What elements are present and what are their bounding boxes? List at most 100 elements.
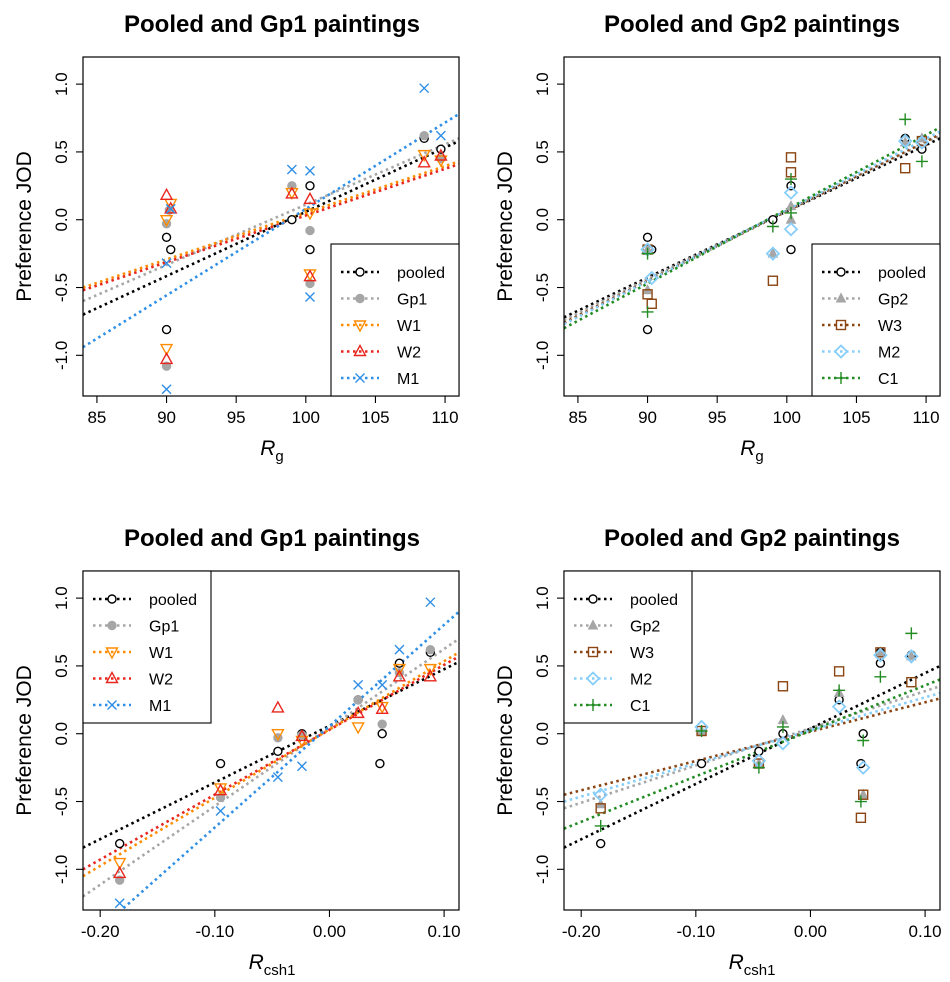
data-point-pooled [273,746,283,757]
legend-marker [835,372,847,384]
legend-item-M2: M2 [822,344,900,362]
data-point-M1 [215,806,226,817]
x-tick-label: 85 [87,408,106,427]
y-tick-label: 0.0 [533,722,552,746]
data-point-W2 [392,669,407,682]
data-point-C1 [784,173,797,186]
data-point-M2 [775,735,791,751]
data-point-M1 [296,761,307,772]
y-tick-label: 0.0 [52,208,71,232]
data-point-pooled [875,658,886,668]
legend-box [563,570,693,724]
legend-item-W3: W3 [822,318,902,335]
data-point-W2 [434,148,448,161]
legend-label: C1 [878,371,899,388]
legend-marker [353,320,367,333]
data-point-W2 [159,351,174,365]
legend: pooled Gp1 W1 W2 M1 [82,570,212,724]
data-point-W1 [159,343,174,356]
data-point-C1 [915,155,928,168]
x-tick-label: 0.10 [428,922,461,941]
data-point-pooled [215,758,226,769]
legend-item-M1: M1 [93,698,171,715]
data-point-pooled [305,244,315,255]
legend-label: W2 [149,672,173,689]
data-point-W3 [855,812,867,823]
data-point-M1 [353,679,364,690]
data-point-Gp1 [114,875,125,885]
x-tick-label: 0.10 [909,922,942,941]
data-point-M2 [783,221,799,237]
data-point-C1 [854,795,867,808]
y-tick-label: 0.5 [52,140,71,164]
data-point-M1 [304,292,315,303]
data-point-pooled [287,215,297,225]
legend-label: W1 [149,645,173,662]
legend: pooled Gp1 W1 W2 M1 [330,243,460,397]
data-point-Gp2 [857,788,869,799]
y-tick-label: 0.5 [533,654,552,678]
data-point-M1 [161,258,172,269]
legend-box [82,570,212,724]
x-tick-label: -0.20 [81,922,120,941]
data-point-C1 [641,247,654,260]
legend-item-M2: M2 [574,671,652,689]
data-point-W2 [303,269,317,282]
chart-title: Pooled and Gp2 paintings [604,525,900,552]
x-axis-label-subscript: g [755,448,763,465]
data-point-W1 [112,857,127,870]
x-tick-label: 90 [638,408,657,427]
data-point-W3 [906,676,917,688]
series-M1 [114,597,436,909]
data-point-pooled [161,324,172,335]
fit-line-M2 [564,130,940,326]
data-point-pooled [377,729,387,739]
legend-label: Gp1 [397,292,427,309]
data-point-M1 [377,679,388,690]
legend-label: Gp1 [149,619,179,636]
legend-marker [833,344,849,359]
data-point-Gp1 [419,130,429,141]
legend-label: pooled [878,265,926,282]
data-point-C1 [874,670,887,683]
legend-item-W1: W1 [341,318,421,335]
x-axis-label: Rcsh1 [249,951,296,979]
legend-item-W2: W2 [93,671,173,689]
data-point-W1 [271,729,285,742]
chart-panel-1: Pooled and Gp1 paintings 85 90 95 100 105 110 -… [13,11,460,465]
legend-marker [585,671,601,686]
legend-marker [835,319,847,331]
y-tick-label: -0.5 [533,787,552,816]
data-point-W3 [777,681,789,692]
data-point-pooled [161,232,172,243]
fit-lines [564,126,940,330]
x-axis: -0.20 -0.10 0.00 0.10 [81,910,461,941]
data-point-C1 [899,113,912,126]
legend-label: pooled [149,592,197,609]
legend-item-pooled: pooled [93,592,197,609]
data-point-W2 [351,705,365,719]
fit-lines [564,664,940,849]
data-point-C1 [766,220,779,233]
legend-label: M2 [878,345,900,362]
legend-label: W1 [397,318,421,335]
data-point-pooled [696,758,707,769]
y-tick-label: -1.0 [52,855,71,884]
legend-item-C1: C1 [574,698,651,715]
x-axis-label: Rcsh1 [729,951,776,979]
fit-line-W1 [83,160,459,289]
data-point-Gp1 [287,181,297,191]
legend-label: C1 [630,698,651,715]
legend-marker [588,594,598,604]
x-tick-label: -0.10 [195,922,234,941]
chart-panel-3: Pooled and Gp1 paintings -0.20 -0.10 0.00 0.… [13,525,461,979]
data-point-W1 [434,155,448,168]
data-point-W1 [351,722,365,735]
data-point-W3 [767,275,779,286]
y-axis: -1.0 -0.5 0.0 0.5 1.0 [52,586,83,884]
data-point-M2 [873,647,888,663]
data-point-pooled [375,758,385,769]
data-point-M1 [272,772,283,783]
x-tick-label: 110 [913,408,940,427]
